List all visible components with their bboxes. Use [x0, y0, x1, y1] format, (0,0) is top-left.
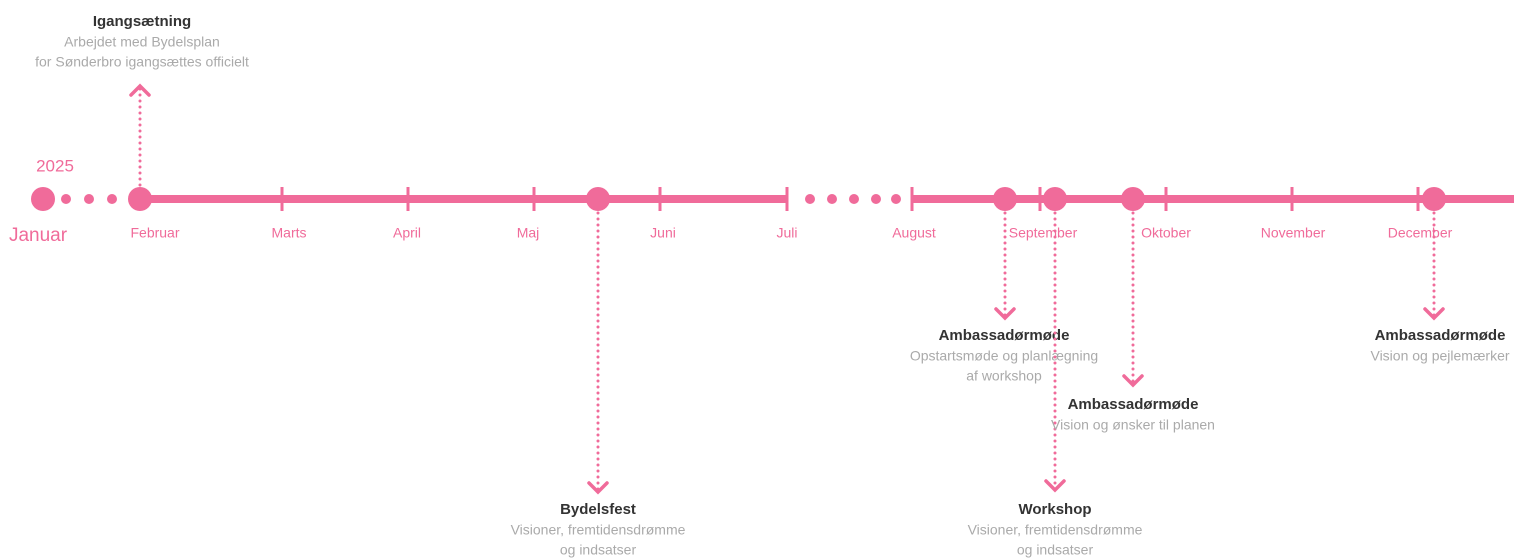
- event-title: Workshop: [1018, 501, 1091, 518]
- month-label: Maj: [517, 225, 540, 241]
- month-label: November: [1261, 225, 1326, 241]
- dot: [891, 194, 901, 204]
- month-label: Februar: [130, 225, 179, 241]
- year: 2025: [36, 156, 74, 175]
- month-label: December: [1388, 225, 1453, 241]
- month-label: September: [1009, 225, 1078, 241]
- event-description: Visioner, fremtidensdrømme: [968, 522, 1143, 538]
- event-description: Opstartsmøde og planlægning: [910, 348, 1098, 364]
- dots: [31, 187, 901, 211]
- dot: [849, 194, 859, 204]
- dot: [827, 194, 837, 204]
- event-title: Ambassadørmøde: [1375, 327, 1506, 344]
- arrow-head: [1044, 479, 1066, 493]
- event-title: Bydelsfest: [560, 501, 636, 518]
- event-node: [1422, 187, 1446, 211]
- event-description: og indsatser: [1017, 542, 1094, 558]
- event-title: Igangsætning: [93, 13, 191, 30]
- month-label: Marts: [272, 225, 307, 241]
- event-node: [993, 187, 1017, 211]
- event-node: [1043, 187, 1067, 211]
- event-description: Visioner, fremtidensdrømme: [511, 522, 686, 538]
- start-month: Januar: [9, 225, 68, 246]
- event-node: [128, 187, 152, 211]
- month-label: August: [892, 225, 936, 241]
- month-label: Juni: [650, 225, 676, 241]
- event-description: for Sønderbro igangsættes officielt: [35, 54, 249, 70]
- event-title: Ambassadørmøde: [939, 327, 1070, 344]
- arrow-head: [129, 83, 151, 97]
- dot: [84, 194, 94, 204]
- event-node: [1121, 187, 1145, 211]
- month-label: Oktober: [1141, 225, 1191, 241]
- dot: [107, 194, 117, 204]
- month-label: Juli: [776, 225, 797, 241]
- dot: [871, 194, 881, 204]
- dot: [61, 194, 71, 204]
- event-description: og indsatser: [560, 542, 637, 558]
- event-description: Vision og ønsker til planen: [1051, 417, 1215, 433]
- start-node: [31, 187, 55, 211]
- event-description: af workshop: [966, 368, 1042, 384]
- month-label: April: [393, 225, 421, 241]
- event-title: Ambassadørmøde: [1068, 396, 1199, 413]
- event-description: Arbejdet med Bydelsplan: [64, 34, 220, 50]
- arrow-head: [994, 307, 1016, 321]
- arrow-head: [587, 481, 609, 495]
- event-description: Vision og pejlemærker: [1370, 348, 1509, 364]
- event-node: [586, 187, 610, 211]
- dot: [805, 194, 815, 204]
- arrow-head: [1122, 374, 1144, 388]
- arrow-head: [1423, 307, 1445, 321]
